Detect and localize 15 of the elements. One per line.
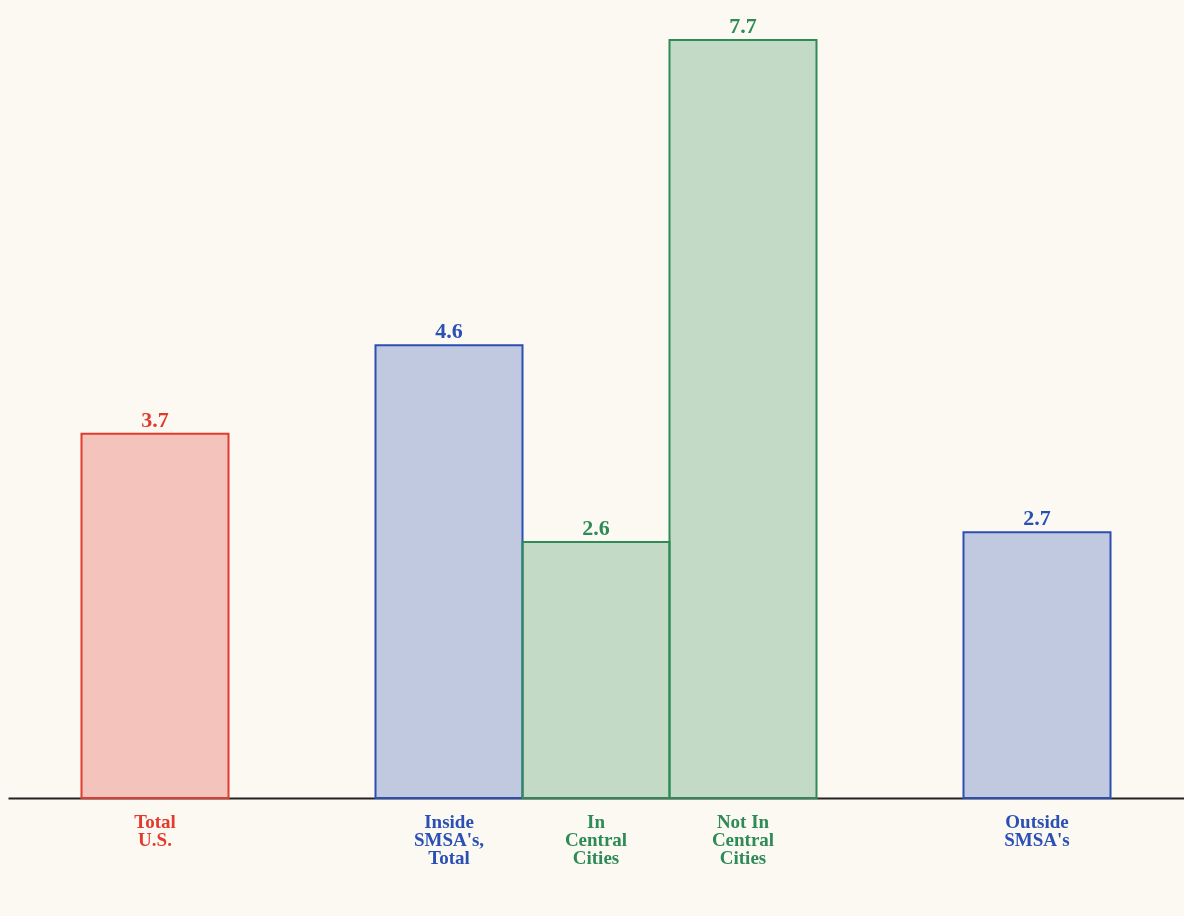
x-tick-label: Inside SMSA's, Total bbox=[413, 810, 485, 868]
data-label: 3.7 bbox=[141, 406, 169, 432]
x-tick-label: Outside SMSA's bbox=[1004, 810, 1070, 850]
data-label: 7.7 bbox=[729, 13, 757, 38]
bar bbox=[80, 432, 230, 799]
bar bbox=[521, 541, 671, 799]
data-label: 2.6 bbox=[582, 515, 610, 541]
bar bbox=[962, 531, 1112, 799]
data-label: 2.7 bbox=[1023, 505, 1051, 531]
x-tick-label: In Central Cities bbox=[564, 810, 628, 868]
bar bbox=[374, 344, 524, 799]
x-tick-label: Not In Central Cities bbox=[711, 810, 775, 868]
bar bbox=[668, 39, 818, 799]
x-tick-label: Total U.S. bbox=[134, 810, 176, 850]
data-label: 4.6 bbox=[435, 318, 463, 344]
